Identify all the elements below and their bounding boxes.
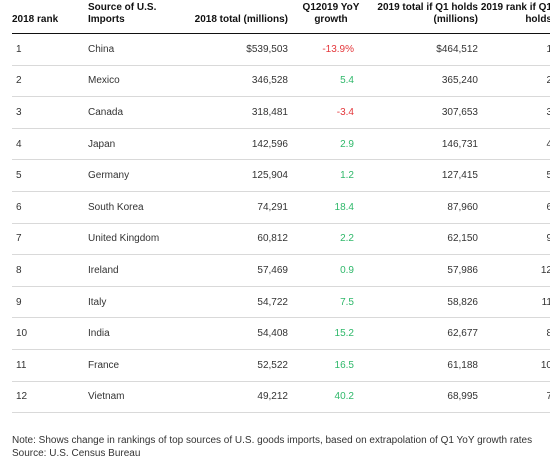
cell-2018-total: 346,528 bbox=[251, 75, 288, 87]
cell-2019-rank: 7 bbox=[546, 391, 550, 403]
imports-table-container: 2018 rank Source of U.S. Imports 2018 to… bbox=[12, 0, 550, 413]
cell-2019-total: 127,415 bbox=[441, 170, 478, 182]
header-2018-total: 2018 total (millions) bbox=[194, 14, 288, 25]
cell-2018-total: 54,722 bbox=[257, 296, 288, 308]
cell-2019-total: 146,731 bbox=[441, 138, 478, 150]
cell-country: China bbox=[88, 43, 115, 55]
cell-2018-rank: 9 bbox=[16, 296, 22, 308]
cell-2019-rank: 11 bbox=[541, 296, 550, 308]
cell-2019-total: 62,150 bbox=[447, 233, 478, 245]
table-body: 1 China $539,503 -13.9% $464,512 1 2 Mexico 346,… bbox=[12, 34, 550, 413]
cell-2019-rank: 12 bbox=[540, 264, 550, 276]
cell-country: Italy bbox=[88, 296, 107, 308]
cell-2019-total: 87,960 bbox=[447, 201, 478, 213]
cell-growth: 7.5 bbox=[340, 296, 354, 308]
table-row: 3 Canada 318,481 -3.4 307,653 3 bbox=[12, 97, 550, 129]
cell-2019-total: 68,995 bbox=[447, 391, 478, 403]
cell-country: Mexico bbox=[88, 75, 120, 87]
table-header-row: 2018 rank Source of U.S. Imports 2018 to… bbox=[12, 0, 550, 34]
cell-2018-rank: 11 bbox=[16, 359, 27, 371]
cell-2019-total: 57,986 bbox=[447, 264, 478, 276]
table-row: 7 United Kingdom 60,812 2.2 62,150 9 bbox=[12, 223, 550, 255]
cell-country: Germany bbox=[88, 170, 130, 182]
cell-growth: 2.2 bbox=[340, 233, 354, 245]
cell-growth: 16.5 bbox=[334, 359, 354, 371]
table-row: 6 South Korea 74,291 18.4 87,960 6 bbox=[12, 191, 550, 224]
cell-2018-rank: 1 bbox=[16, 43, 22, 55]
header-2019-total: 2019 total if Q1 holds (millions) bbox=[377, 2, 478, 25]
table-row: 5 Germany 125,904 1.2 127,415 5 bbox=[12, 160, 550, 192]
table-row: 8 Ireland 57,469 0.9 57,986 12 bbox=[12, 255, 550, 287]
table-row: 4 Japan 142,596 2.9 146,731 4 bbox=[12, 128, 550, 160]
cell-2018-total: 142,596 bbox=[251, 138, 288, 150]
cell-2019-total: 61,188 bbox=[447, 359, 478, 371]
cell-2018-total: 60,812 bbox=[257, 233, 288, 245]
cell-2018-rank: 5 bbox=[16, 170, 22, 182]
cell-growth: 1.2 bbox=[340, 170, 354, 182]
table-row: 11 France 52,522 16.5 61,188 10 bbox=[12, 349, 550, 382]
cell-2019-total: 365,240 bbox=[441, 75, 478, 87]
cell-country: Ireland bbox=[88, 264, 119, 276]
cell-2019-rank: 9 bbox=[546, 233, 550, 245]
table-row: 1 China $539,503 -13.9% $464,512 1 bbox=[12, 34, 550, 66]
cell-2018-rank: 3 bbox=[16, 106, 22, 118]
imports-table: 2018 rank Source of U.S. Imports 2018 to… bbox=[12, 0, 550, 413]
table-row: 10 India 54,408 15.2 62,677 8 bbox=[12, 318, 550, 350]
cell-country: United Kingdom bbox=[88, 233, 160, 245]
cell-2018-rank: 8 bbox=[16, 264, 22, 276]
cell-country: France bbox=[88, 359, 120, 371]
cell-2018-total: $539,503 bbox=[246, 43, 288, 55]
cell-2018-total: 57,469 bbox=[257, 264, 288, 276]
cell-2019-rank: 6 bbox=[546, 201, 550, 213]
cell-2019-rank: 2 bbox=[546, 75, 550, 87]
cell-2018-rank: 4 bbox=[16, 138, 22, 150]
cell-2019-total: 58,826 bbox=[447, 296, 478, 308]
cell-country: Canada bbox=[88, 106, 124, 118]
cell-2018-rank: 12 bbox=[16, 391, 28, 403]
cell-growth: 5.4 bbox=[340, 75, 354, 87]
cell-2018-rank: 10 bbox=[16, 328, 28, 340]
cell-country: Japan bbox=[88, 138, 116, 150]
cell-country: Vietnam bbox=[88, 391, 125, 403]
cell-growth: -3.4 bbox=[336, 106, 354, 118]
cell-2018-rank: 7 bbox=[16, 233, 22, 245]
cell-growth: 18.4 bbox=[334, 201, 354, 213]
table-row: 12 Vietnam 49,212 40.2 68,995 7 bbox=[12, 381, 550, 413]
cell-2019-rank: 1 bbox=[546, 43, 550, 55]
cell-growth: 40.2 bbox=[334, 391, 354, 403]
cell-country: South Korea bbox=[88, 201, 144, 213]
header-source: Source of U.S. Imports bbox=[88, 2, 157, 25]
cell-2019-total: 307,653 bbox=[441, 106, 478, 118]
cell-2019-rank: 8 bbox=[546, 328, 550, 340]
header-2018-rank: 2018 rank bbox=[12, 14, 59, 25]
cell-2018-total: 49,212 bbox=[257, 391, 288, 403]
header-growth: Q12019 YoY growth bbox=[302, 2, 360, 25]
footnote: Note: Shows change in rankings of top so… bbox=[12, 435, 533, 459]
cell-2019-rank: 3 bbox=[546, 106, 550, 118]
cell-2019-rank: 10 bbox=[540, 359, 550, 371]
cell-2018-total: 54,408 bbox=[257, 328, 288, 340]
header-2019-rank: 2019 rank if Q1 holds bbox=[480, 2, 550, 25]
cell-2018-rank: 6 bbox=[16, 201, 22, 213]
table-row: 2 Mexico 346,528 5.4 365,240 2 bbox=[12, 65, 550, 97]
cell-growth: 2.9 bbox=[340, 138, 354, 150]
cell-2018-total: 125,904 bbox=[251, 170, 288, 182]
cell-growth: 0.9 bbox=[340, 264, 354, 276]
cell-2019-rank: 4 bbox=[546, 138, 550, 150]
table-row: 9 Italy 54,722 7.5 58,826 11 bbox=[12, 286, 550, 318]
cell-2019-total: 62,677 bbox=[447, 328, 478, 340]
cell-country: India bbox=[88, 328, 110, 340]
cell-2018-total: 74,291 bbox=[257, 201, 288, 213]
cell-2018-rank: 2 bbox=[16, 75, 22, 87]
cell-growth: -13.9% bbox=[322, 43, 354, 55]
cell-2018-total: 52,522 bbox=[257, 359, 288, 371]
cell-2019-total: $464,512 bbox=[436, 43, 478, 55]
cell-growth: 15.2 bbox=[334, 328, 354, 340]
cell-2018-total: 318,481 bbox=[251, 106, 288, 118]
cell-2019-rank: 5 bbox=[546, 170, 550, 182]
